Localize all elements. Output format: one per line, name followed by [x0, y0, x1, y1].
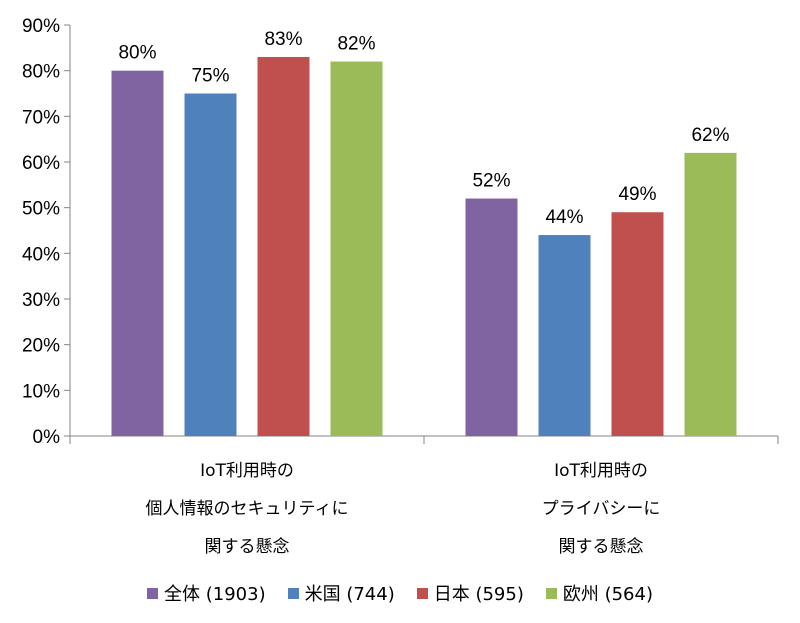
y-tick-label: 20%	[22, 336, 60, 357]
legend-item: 欧州 (564)	[545, 580, 653, 606]
legend-label: 米国 (744)	[304, 584, 395, 605]
y-tick-label: 30%	[22, 290, 60, 311]
legend-label: 日本 (595)	[433, 584, 524, 605]
bar	[111, 70, 164, 437]
category-label: IoT利用時の	[200, 461, 294, 481]
bar	[684, 152, 737, 436]
bar	[330, 61, 383, 437]
data-label: 52%	[472, 171, 510, 192]
category-label: 個人情報のセキュリティに	[146, 499, 349, 519]
legend-item: 全体 (1903)	[147, 580, 266, 606]
legend-label: 欧州 (564)	[562, 584, 653, 605]
data-label: 80%	[118, 43, 156, 64]
data-label: 44%	[545, 207, 583, 228]
bar	[257, 56, 310, 436]
category-label: プライバシーに	[542, 499, 661, 519]
bar	[611, 212, 664, 436]
y-tick-label: 10%	[22, 381, 60, 402]
category-label: 関する懸念	[559, 536, 644, 557]
data-label: 49%	[618, 184, 656, 205]
y-tick-label: 90%	[22, 16, 60, 37]
legend-swatch	[416, 587, 428, 599]
y-tick-label: 0%	[33, 427, 61, 448]
data-label: 75%	[191, 66, 229, 87]
legend-swatch	[287, 587, 299, 599]
legend-label: 全体 (1903)	[164, 584, 266, 605]
legend-swatch	[147, 587, 159, 599]
category-label: 関する懸念	[205, 536, 290, 557]
y-tick-label: 80%	[22, 62, 60, 83]
data-label: 83%	[264, 29, 302, 50]
legend-item: 米国 (744)	[287, 580, 395, 606]
y-tick-label: 70%	[22, 107, 60, 128]
legend: 全体 (1903) 米国 (744) 日本 (595) 欧州 (564)	[0, 580, 800, 606]
legend-item: 日本 (595)	[416, 580, 524, 606]
category-label: IoT利用時の	[554, 461, 648, 481]
y-tick-label: 40%	[22, 244, 60, 265]
y-tick-label: 50%	[22, 199, 60, 220]
bar	[538, 235, 591, 436]
y-tick-label: 60%	[22, 153, 60, 174]
bar-chart: 0% 10% 20% 30% 40% 50% 60% 70% 80% 90% 80% 75% 83% 82…	[22, 16, 779, 557]
data-label: 82%	[337, 34, 375, 55]
legend-swatch	[545, 587, 557, 599]
data-label: 62%	[691, 125, 729, 146]
bar	[184, 93, 237, 436]
bar	[465, 198, 518, 436]
